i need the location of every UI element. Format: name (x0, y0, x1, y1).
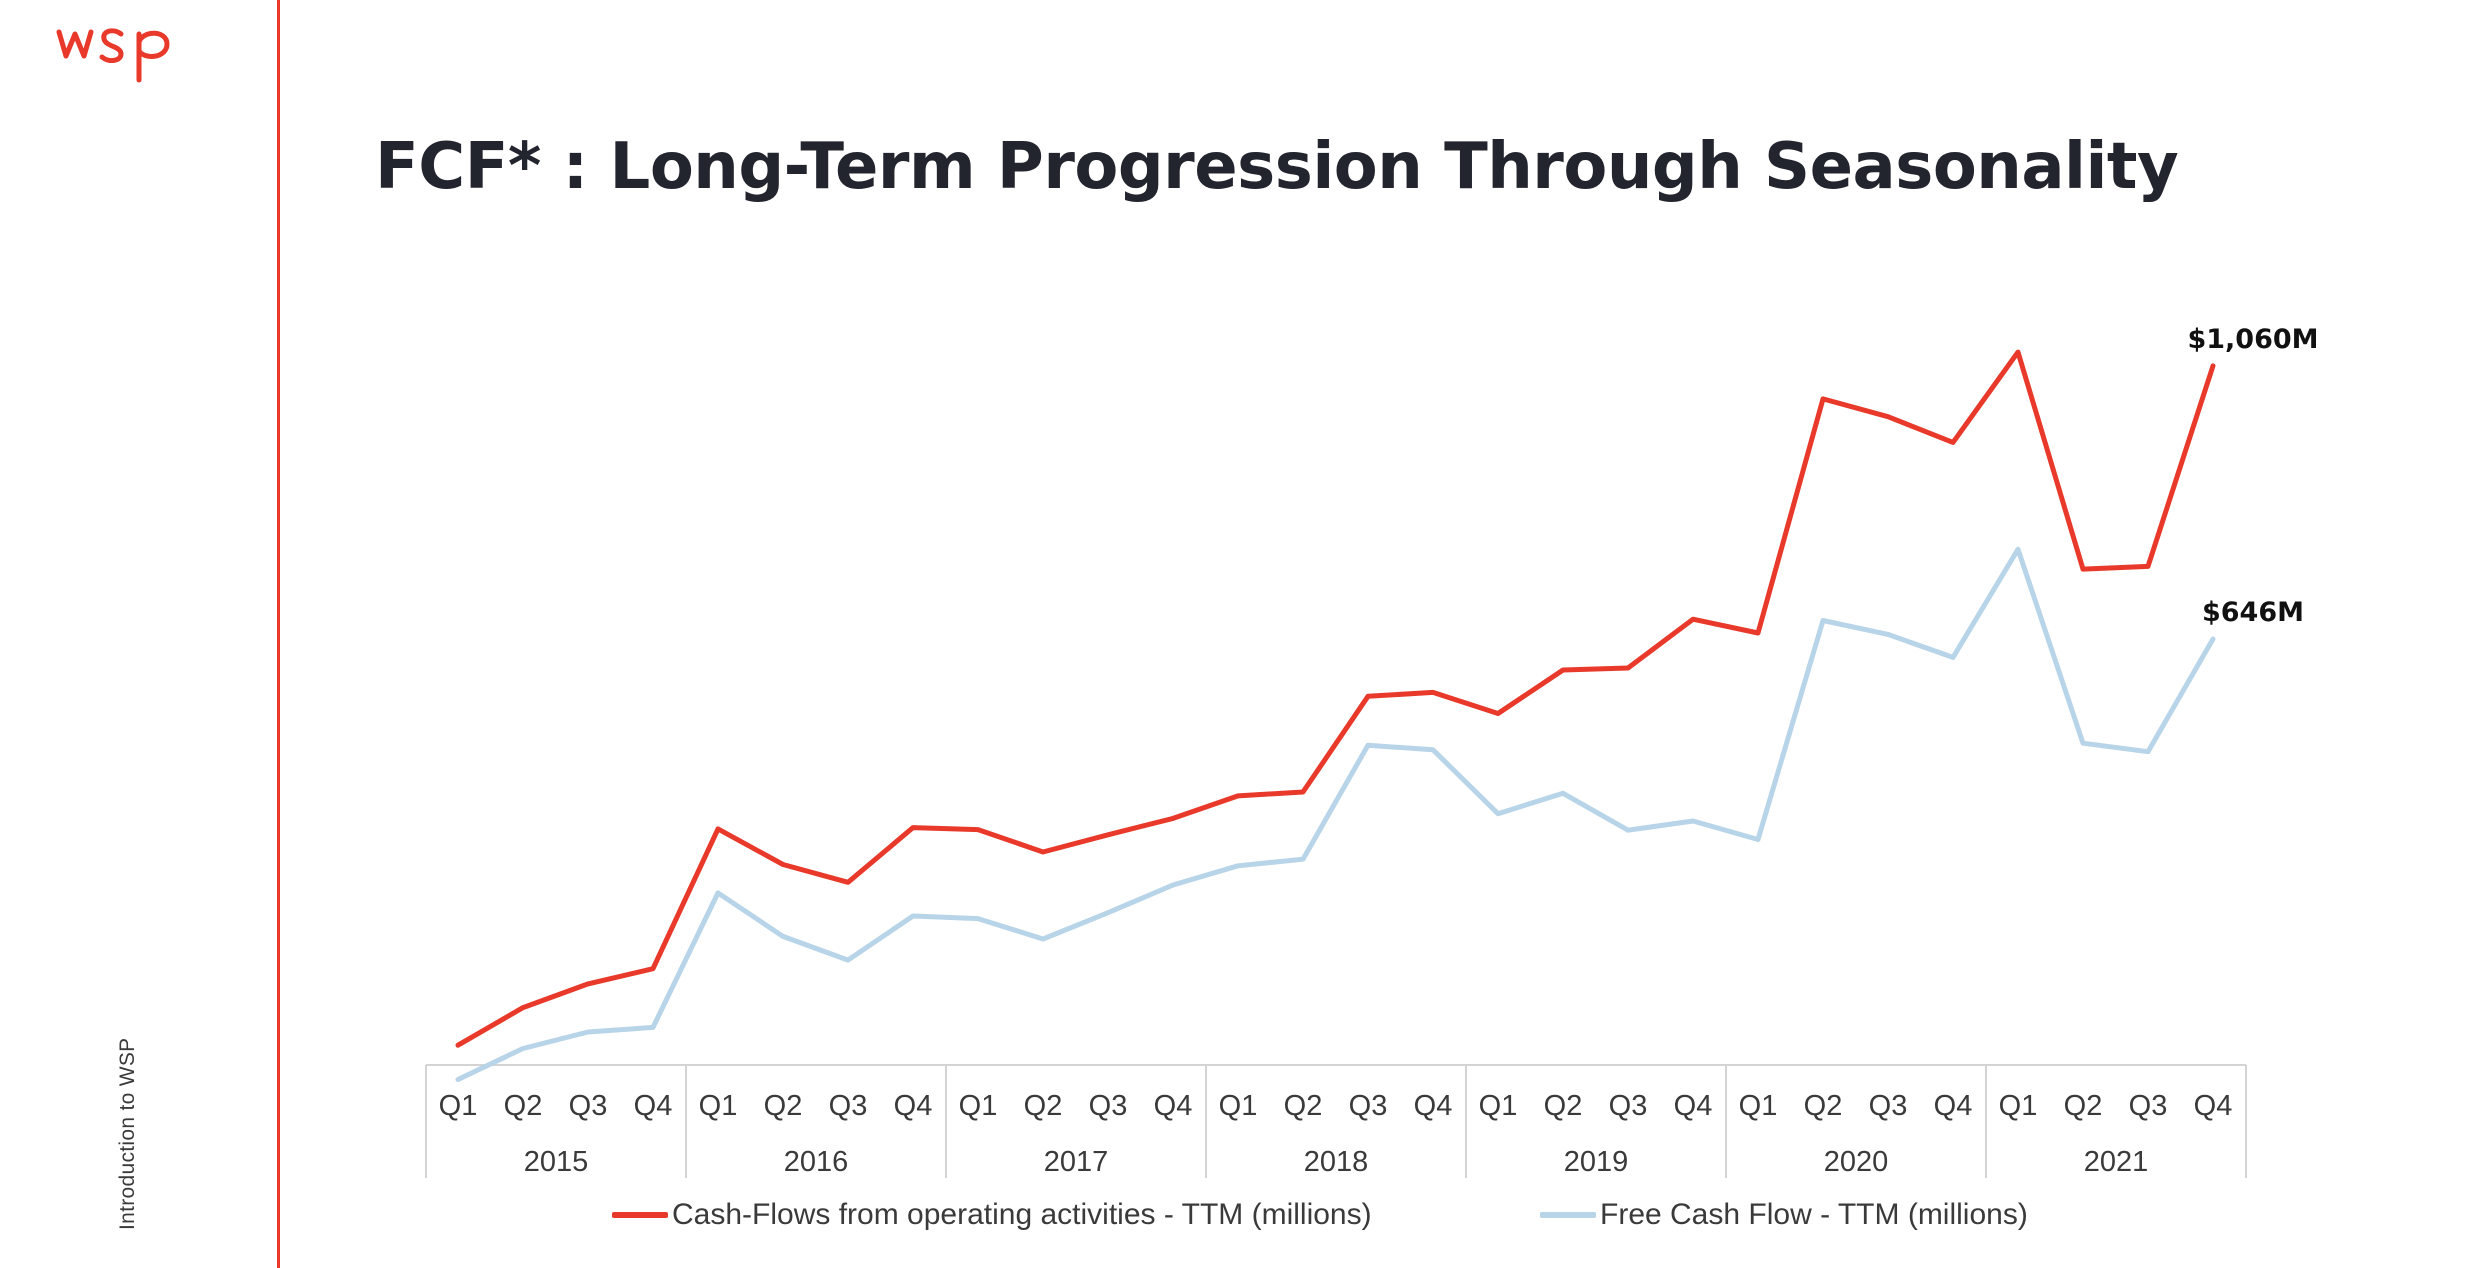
data-label-operating-cash-flow-end: $1,060M (2187, 324, 2318, 355)
x-tick-label: Q2 (504, 1090, 543, 1122)
side-divider (277, 0, 280, 1268)
year-label: 2019 (1564, 1146, 1629, 1178)
series-line-operating-cash-flow (455, 349, 2216, 1048)
x-tick-label: Q2 (1284, 1090, 1323, 1122)
x-tick-label: Q3 (1609, 1090, 1648, 1122)
x-tick-label: Q1 (959, 1090, 998, 1122)
x-tick-label: Q1 (1219, 1090, 1258, 1122)
year-label: 2018 (1304, 1146, 1369, 1178)
x-tick-label: Q3 (1089, 1090, 1128, 1122)
page-title: FCF* : Long-Term Progression Through Sea… (375, 130, 2179, 204)
legend-label-operating-cash-flow: Cash-Flows from operating activities - T… (672, 1198, 1372, 1231)
legend-swatch-free-cash-flow (1540, 1212, 1596, 1218)
x-tick-label: Q3 (829, 1090, 868, 1122)
data-label-free-cash-flow-end: $646M (2202, 597, 2304, 628)
x-tick-label: Q4 (634, 1090, 673, 1122)
wsp-logo (56, 28, 170, 83)
x-tick-label: Q2 (1804, 1090, 1843, 1122)
year-label: 2021 (2084, 1146, 2149, 1178)
x-tick-label: Q1 (1739, 1090, 1778, 1122)
x-tick-label: Q2 (764, 1090, 803, 1122)
x-tick-label: Q3 (1869, 1090, 1908, 1122)
x-tick-label: Q3 (2129, 1090, 2168, 1122)
x-tick-label: Q3 (569, 1090, 608, 1122)
x-tick-label: Q4 (1934, 1090, 1973, 1122)
legend-label-free-cash-flow: Free Cash Flow - TTM (millions) (1600, 1198, 2028, 1231)
x-tick-label: Q1 (1999, 1090, 2038, 1122)
x-tick-label: Q1 (439, 1090, 478, 1122)
x-tick-label: Q4 (1154, 1090, 1193, 1122)
x-tick-label: Q2 (2064, 1090, 2103, 1122)
year-label: 2015 (524, 1146, 589, 1178)
legend-swatch-operating-cash-flow (612, 1212, 668, 1218)
legend-item-free-cash-flow: Free Cash Flow - TTM (millions) (1540, 1195, 2028, 1235)
series-line-free-cash-flow (455, 546, 2216, 1082)
x-tick-label: Q4 (894, 1090, 933, 1122)
x-tick-label: Q3 (1349, 1090, 1388, 1122)
legend-item-operating-cash-flow: Cash-Flows from operating activities - T… (612, 1195, 1372, 1235)
x-tick-label: Q2 (1544, 1090, 1583, 1122)
x-tick-label: Q1 (699, 1090, 738, 1122)
year-label: 2016 (784, 1146, 849, 1178)
year-label: 2017 (1044, 1146, 1109, 1178)
x-tick-label: Q4 (1414, 1090, 1453, 1122)
x-tick-label: Q4 (2194, 1090, 2233, 1122)
x-tick-label: Q2 (1024, 1090, 1063, 1122)
x-tick-label: Q4 (1674, 1090, 1713, 1122)
year-label: 2020 (1824, 1146, 1889, 1178)
x-tick-label: Q1 (1479, 1090, 1518, 1122)
